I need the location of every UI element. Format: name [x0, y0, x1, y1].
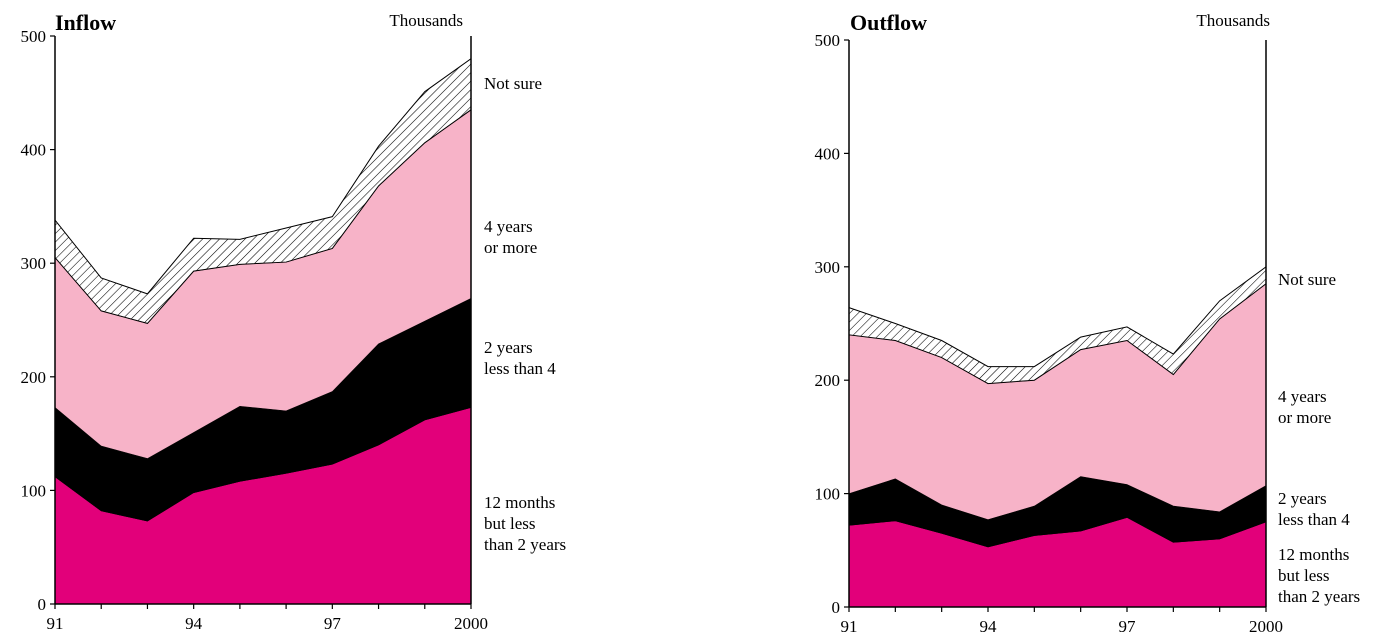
series-label: 12 months but less than 2 years — [484, 493, 566, 554]
y-tick-label: 400 — [21, 141, 47, 160]
series-label-line: 12 months — [484, 493, 555, 512]
series-labels: 12 months but less than 2 years 2 years less… — [484, 74, 566, 554]
chart-title: Inflow — [55, 10, 116, 35]
unit-label: Thousands — [389, 11, 463, 30]
x-tick-label: 94 — [980, 617, 998, 636]
y-tick-label: 400 — [815, 144, 841, 163]
series-label-line: but less — [484, 514, 535, 533]
outflow-chart: Outflow Thousands 0 100 200 300 400 500 91 94 97… — [815, 10, 1361, 636]
series-label: 12 months but less than 2 years — [1278, 545, 1360, 606]
y-tick-label: 500 — [815, 31, 841, 50]
x-tick-label: 97 — [324, 614, 342, 633]
x-tick-label: 2000 — [1249, 617, 1283, 636]
series-label-line: but less — [1278, 566, 1329, 585]
unit-label: Thousands — [1196, 11, 1270, 30]
y-tick-label: 200 — [21, 368, 47, 387]
series-label-line: 12 months — [1278, 545, 1349, 564]
x-tick-label: 94 — [185, 614, 203, 633]
series-label-line: Not sure — [484, 74, 542, 93]
series-label: 4 years or more — [1278, 387, 1331, 427]
y-tick-label: 100 — [815, 485, 841, 504]
series-label: 2 years less than 4 — [1278, 489, 1350, 529]
x-tick-label: 97 — [1119, 617, 1137, 636]
series-label-line: or more — [484, 238, 537, 257]
series-label-line: than 2 years — [1278, 587, 1360, 606]
y-tick-label: 0 — [832, 598, 841, 617]
series-labels: 12 months but less than 2 years 2 years less… — [1278, 270, 1360, 606]
y-tick-label: 300 — [21, 254, 47, 273]
series-label-line: 4 years — [484, 217, 533, 236]
y-tick-label: 500 — [21, 27, 47, 46]
series-label: 4 years or more — [484, 217, 537, 257]
axes: 0 100 200 300 400 500 91 94 97 2000 — [21, 27, 489, 633]
series-label-line: 2 years — [1278, 489, 1327, 508]
series-label-line: or more — [1278, 408, 1331, 427]
area-series-group — [54, 57, 472, 605]
chart-title: Outflow — [850, 10, 927, 35]
x-tick-label: 91 — [47, 614, 64, 633]
y-tick-label: 100 — [21, 481, 47, 500]
y-tick-label: 0 — [38, 595, 47, 614]
inflow-chart: Inflow Thousands 0 100 200 300 400 500 91 94 97 2… — [21, 10, 567, 633]
series-label-line: than 2 years — [484, 535, 566, 554]
x-tick-label: 91 — [841, 617, 858, 636]
series-label-line: Not sure — [1278, 270, 1336, 289]
y-tick-label: 200 — [815, 371, 841, 390]
series-label-line: 4 years — [1278, 387, 1327, 406]
series-label: Not sure — [484, 74, 542, 93]
series-label-line: less than 4 — [1278, 510, 1350, 529]
x-tick-label: 2000 — [454, 614, 488, 633]
area-series-group — [848, 265, 1267, 608]
series-label: 2 years less than 4 — [484, 338, 556, 378]
axes: 0 100 200 300 400 500 91 94 97 2000 — [815, 31, 1284, 636]
series-label: Not sure — [1278, 270, 1336, 289]
series-label-line: 2 years — [484, 338, 533, 357]
y-tick-label: 300 — [815, 258, 841, 277]
series-label-line: less than 4 — [484, 359, 556, 378]
